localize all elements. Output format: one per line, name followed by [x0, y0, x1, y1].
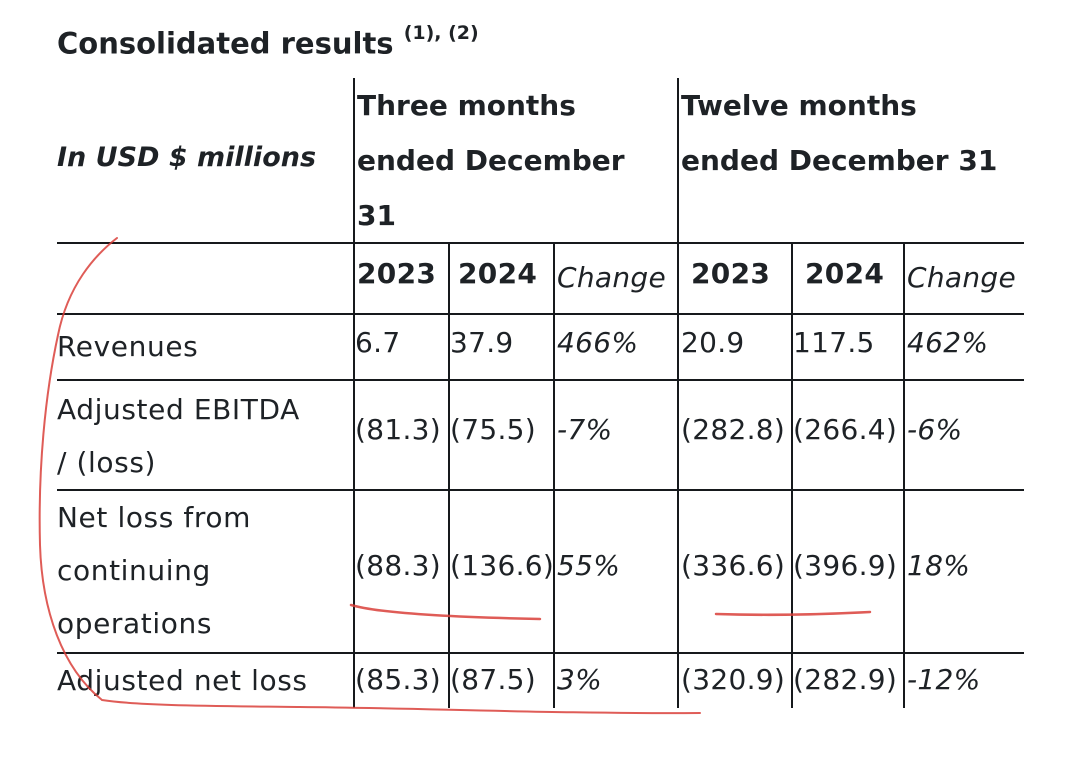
col-header-12m-change: Change — [907, 261, 1017, 294]
group-header-three-months: Three months ended December 31 — [357, 89, 625, 232]
col-header-12m-2024: 2024 — [805, 257, 885, 290]
annotation-underline-three-months — [349, 603, 542, 621]
row-label-net-loss-continuing: Net loss from continuing operations — [57, 501, 251, 640]
table-cell: 6.7 — [355, 326, 401, 359]
title-footnote-refs: (1), (2) — [403, 22, 479, 44]
table-cell: -7% — [557, 413, 613, 446]
unit-label: In USD $ millions — [57, 142, 317, 173]
table-cell: 117.5 — [793, 326, 875, 359]
col-header-3m-2023: 2023 — [357, 257, 437, 290]
row-label-adjusted-ebitda: Adjusted EBITDA / (loss) — [57, 393, 300, 479]
row-label-revenues: Revenues — [57, 330, 199, 363]
table-cell: (81.3) — [355, 413, 441, 446]
table-cell: 20.9 — [681, 326, 745, 359]
annotation-bracket-stroke — [38, 237, 701, 715]
table-cell: 3% — [557, 663, 603, 696]
col-header-3m-change: Change — [557, 261, 667, 294]
table-cell: 18% — [907, 549, 971, 582]
table-cell: -6% — [907, 413, 963, 446]
table-cell: -12% — [907, 663, 981, 696]
table-cell: (75.5) — [450, 413, 536, 446]
table-cell: 55% — [557, 549, 621, 582]
col-header-12m-2023: 2023 — [691, 257, 771, 290]
table-cell: (396.9) — [793, 549, 898, 582]
table-cell: (282.9) — [793, 663, 898, 696]
row-label-adjusted-net-loss: Adjusted net loss — [57, 664, 308, 697]
annotation-underline-twelve-months — [714, 610, 872, 617]
table-cell: (87.5) — [450, 663, 536, 696]
table-cell: 37.9 — [450, 326, 514, 359]
table-title: Consolidated results (1), (2) — [57, 22, 479, 61]
table-cell: (282.8) — [681, 413, 786, 446]
table-cell: (85.3) — [355, 663, 441, 696]
group-header-twelve-months: Twelve months ended December 31 — [681, 89, 998, 177]
table-cell: 466% — [557, 326, 639, 359]
table-cell: (88.3) — [355, 549, 441, 582]
table-cell: (266.4) — [793, 413, 898, 446]
table-cell: 462% — [907, 326, 989, 359]
table-cell: (136.6) — [450, 549, 555, 582]
table-cell: (320.9) — [681, 663, 786, 696]
table-cell: (336.6) — [681, 549, 786, 582]
col-header-3m-2024: 2024 — [458, 257, 538, 290]
